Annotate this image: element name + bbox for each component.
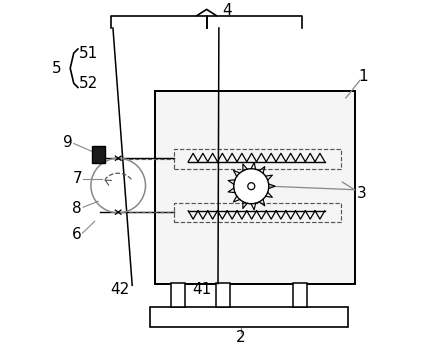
Bar (155, 91, 354, 284)
Text: 9: 9 (63, 135, 73, 150)
Bar (155, 91, 354, 284)
Bar (171, 283, 185, 307)
Text: 2: 2 (236, 330, 245, 345)
Circle shape (234, 169, 269, 204)
Text: 1: 1 (358, 69, 368, 84)
Bar (216, 283, 230, 307)
Text: 7: 7 (72, 171, 82, 186)
Text: 3: 3 (357, 186, 366, 201)
Text: 41: 41 (193, 282, 212, 297)
Text: 8: 8 (72, 201, 82, 216)
Text: 42: 42 (110, 282, 129, 297)
Text: 51: 51 (79, 46, 98, 61)
Circle shape (248, 183, 255, 190)
Bar (92, 146, 105, 163)
Text: 6: 6 (72, 227, 82, 242)
Text: 52: 52 (79, 76, 98, 91)
Bar (150, 307, 348, 327)
Bar (293, 283, 307, 307)
Text: 5: 5 (52, 61, 62, 76)
Text: 4: 4 (222, 3, 232, 18)
